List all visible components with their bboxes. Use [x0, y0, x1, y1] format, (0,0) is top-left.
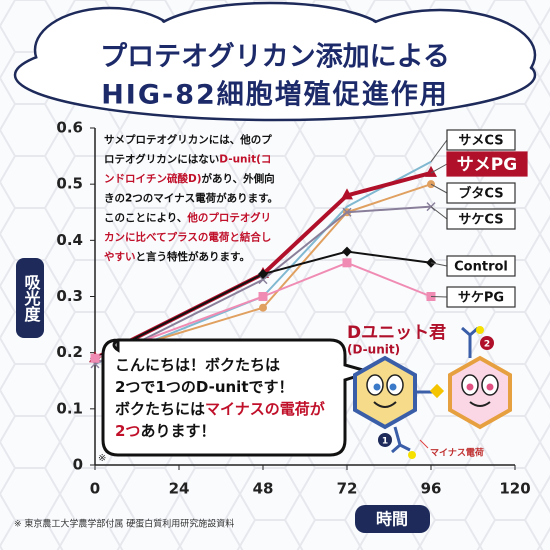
- y-label-box: [16, 258, 44, 338]
- note-line: やすいと言う特性があります。: [104, 250, 250, 263]
- bubble-text: こんにちは！ボクたちは: [115, 356, 280, 374]
- badge: 1: [382, 437, 388, 447]
- legend-leader: [430, 296, 448, 298]
- x-tick-label: 72: [337, 480, 358, 498]
- chart-title: プロテオグリカン添加による: [100, 41, 450, 73]
- y-tick-label: 0.2: [56, 343, 83, 361]
- legend-box: [446, 255, 516, 277]
- note-text: きの2つのマイナス電荷があります。: [104, 192, 278, 205]
- marker: [90, 353, 100, 363]
- series-line: [94, 205, 432, 365]
- y-tick-label: 0.4: [56, 231, 83, 249]
- series-line: [94, 261, 432, 360]
- bubble-line: ボクたちにはマイナスの電荷が: [115, 400, 326, 418]
- legend-leader: [430, 206, 448, 220]
- legend-leader: [430, 139, 448, 162]
- legend-label: サメPG: [457, 155, 517, 175]
- legend-box: [446, 182, 516, 204]
- marker: [258, 275, 268, 285]
- marker: [341, 188, 353, 200]
- legend-label: ブタCS: [458, 186, 503, 202]
- bubble-line: こんにちは！ボクたちは: [115, 356, 280, 374]
- bubble-text: 2つ: [115, 422, 140, 440]
- legend-box: [446, 129, 516, 151]
- legend-label: サケPG: [458, 291, 504, 306]
- legend-leader: [430, 163, 448, 174]
- legend-box: [446, 208, 516, 230]
- legend-label: サケCS: [458, 213, 503, 228]
- plot-area: 0 0.1 0.2 0.3 0.4 0.5 0.6 0 24 48 72 96 120 サメCS サメPG ブ…: [56, 119, 530, 498]
- marker: [342, 207, 352, 217]
- legend-box: [446, 151, 528, 177]
- note-text: があり、外側向: [202, 172, 275, 185]
- x-tick-label: 0: [90, 480, 100, 498]
- marker: [258, 269, 268, 280]
- bubble-text: 2つで1つのD-unitです！: [115, 378, 294, 396]
- legend-leader: [430, 183, 448, 194]
- series-line: [94, 250, 432, 360]
- y-tick-label: 0.5: [56, 175, 83, 193]
- x-axis-label: 時間: [376, 510, 408, 529]
- x-tick-label: 96: [421, 480, 442, 498]
- note-line: カンに比べてプラスの電荷と結合し: [104, 231, 271, 244]
- note-line: きの2つのマイナス電荷があります。: [104, 192, 278, 205]
- note-text: ロテオグリカンにはない: [104, 153, 219, 166]
- y-tick-label: 0.1: [56, 399, 83, 417]
- note-text: サメプロテオグリカンには、他のプ: [104, 133, 272, 146]
- note-text: やすい: [104, 251, 136, 263]
- bubble-line: 2つあります！: [115, 422, 215, 440]
- note-line: ロテオグリカンにはないD-unit(コ: [104, 153, 271, 166]
- character-name: Dユニット君: [347, 323, 446, 343]
- chart-title: HIG-82細胞増殖促進作用: [101, 79, 449, 111]
- note-text: 他のプロテオグリ: [186, 211, 271, 224]
- note-text: D-unit(コ: [219, 154, 271, 166]
- x-tick-label: 24: [169, 480, 190, 498]
- badge: 2: [484, 340, 490, 350]
- bubble-text: マイナスの電荷が: [205, 400, 326, 418]
- legend-leader: [430, 262, 448, 267]
- x-tick-label: 48: [253, 480, 274, 498]
- legend-label: Control: [454, 260, 508, 275]
- character-sub: (D-unit): [347, 343, 400, 357]
- marker: [425, 165, 437, 177]
- x-label-box: [355, 505, 430, 533]
- title-cloud-fill: [17, 5, 533, 118]
- speech-bubble: [101, 338, 376, 457]
- y-tick-label: 0: [73, 456, 83, 474]
- marker: [258, 292, 268, 301]
- character: [353, 326, 512, 459]
- note-line: サメプロテオグリカンには、他のプ: [104, 133, 272, 146]
- bubble-text: ボクたちには: [115, 400, 205, 418]
- x-tick-label: 120: [499, 480, 530, 498]
- marker: [259, 303, 267, 312]
- bubble-line: 2つで1つのD-unitです！: [115, 378, 294, 396]
- note-line: このことにより、他のプロテオグリ: [104, 211, 271, 224]
- marker: [342, 246, 352, 257]
- marker: [342, 258, 352, 268]
- asterisk: ※: [98, 453, 106, 464]
- note-text: カンに比べてプラスの電荷と結合し: [104, 231, 271, 244]
- source-note: ※ 東京農工大学農学部付属 硬蛋白質利用研究施設資料: [14, 518, 234, 530]
- charge-label: マイナス電荷: [430, 447, 484, 459]
- note-line: ンドロイチン硫酸D)があり、外側向: [104, 172, 275, 185]
- series-line: [94, 183, 432, 360]
- bubble-text: あります！: [140, 422, 215, 440]
- y-tick-label: 0.3: [56, 287, 83, 305]
- y-tick-label: 0.6: [56, 119, 83, 137]
- note-text: と言う特性があります。: [136, 250, 250, 263]
- legend-box: [446, 286, 516, 308]
- note-text: このことにより、: [104, 212, 187, 224]
- y-axis-label: 吸光度: [22, 274, 42, 323]
- legend-label: サメCS: [458, 134, 503, 149]
- note-text: ンドロイチン硫酸D): [104, 172, 202, 185]
